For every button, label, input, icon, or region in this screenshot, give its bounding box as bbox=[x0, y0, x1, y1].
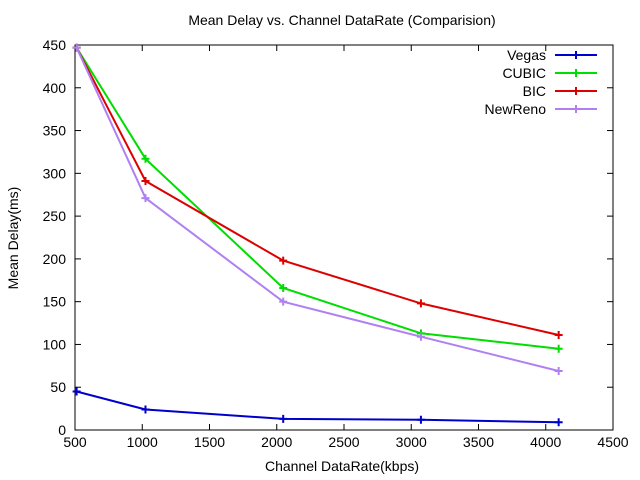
y-axis-label: Mean Delay(ms) bbox=[5, 187, 21, 290]
legend-marker-newreno bbox=[572, 105, 580, 113]
x-axis-label: Channel DataRate(kbps) bbox=[265, 458, 419, 474]
y-tick-label: 300 bbox=[43, 165, 67, 181]
y-tick-label: 150 bbox=[43, 294, 67, 310]
legend-label-bic: BIC bbox=[523, 83, 546, 99]
legend-item-newreno: NewReno bbox=[485, 101, 597, 117]
data-point-vegas bbox=[141, 405, 150, 414]
legend-label-newreno: NewReno bbox=[485, 101, 547, 117]
y-tick-label: 400 bbox=[43, 80, 67, 96]
legend-marker-vegas bbox=[572, 51, 580, 59]
series-line-vegas bbox=[76, 390, 559, 424]
x-axis: 500 1000 1500 2000 2500 3000 3500 4000 4500 bbox=[63, 45, 629, 450]
data-point-newreno bbox=[72, 43, 81, 52]
legend-marker-bic bbox=[572, 87, 580, 95]
y-tick-label: 50 bbox=[50, 379, 66, 395]
data-point-cubic bbox=[554, 344, 563, 353]
data-point-newreno bbox=[554, 366, 563, 375]
x-tick-label: 1000 bbox=[127, 434, 158, 450]
x-tick-label: 3000 bbox=[396, 434, 427, 450]
series-vegas bbox=[72, 387, 563, 427]
series-bic bbox=[72, 43, 563, 340]
y-tick-label: 0 bbox=[58, 422, 66, 438]
x-tick-label: 500 bbox=[63, 434, 87, 450]
data-point-vegas bbox=[554, 418, 563, 427]
y-axis: 0 50 100 150 200 250 300 350 400 450 bbox=[43, 37, 613, 438]
x-tick-label: 3500 bbox=[463, 434, 494, 450]
x-tick-label: 2500 bbox=[328, 434, 359, 450]
legend: Vegas CUBIC BIC NewReno bbox=[485, 47, 597, 117]
data-point-cubic bbox=[279, 283, 288, 292]
y-tick-label: 200 bbox=[43, 251, 67, 267]
legend-marker-cubic bbox=[572, 69, 580, 77]
data-point-vegas bbox=[279, 414, 288, 423]
y-tick-label: 350 bbox=[43, 123, 67, 139]
data-point-bic bbox=[279, 256, 288, 265]
data-point-newreno bbox=[141, 194, 150, 203]
legend-item-bic: BIC bbox=[523, 83, 597, 99]
y-tick-label: 250 bbox=[43, 208, 67, 224]
series-layer bbox=[72, 43, 563, 427]
data-point-vegas bbox=[416, 415, 425, 424]
data-point-cubic bbox=[141, 154, 150, 163]
chart-title: Mean Delay vs. Channel DataRate (Compari… bbox=[188, 12, 495, 28]
x-tick-label: 4500 bbox=[597, 434, 628, 450]
legend-item-vegas: Vegas bbox=[507, 47, 597, 63]
data-point-bic bbox=[141, 177, 150, 186]
x-tick-label: 1500 bbox=[194, 434, 225, 450]
y-tick-label: 100 bbox=[43, 336, 67, 352]
data-point-newreno bbox=[279, 297, 288, 306]
series-newreno bbox=[72, 43, 563, 375]
x-tick-label: 4000 bbox=[530, 434, 561, 450]
data-point-vegas bbox=[72, 387, 81, 396]
legend-item-cubic: CUBIC bbox=[502, 65, 597, 81]
y-tick-label: 450 bbox=[43, 37, 67, 53]
x-tick-label: 2000 bbox=[261, 434, 292, 450]
data-point-bic bbox=[554, 331, 563, 340]
series-line-newreno bbox=[75, 47, 559, 372]
series-line-bic bbox=[75, 47, 559, 336]
data-point-bic bbox=[416, 299, 425, 308]
legend-label-cubic: CUBIC bbox=[502, 65, 546, 81]
data-point-newreno bbox=[416, 332, 425, 341]
legend-label-vegas: Vegas bbox=[507, 47, 546, 63]
